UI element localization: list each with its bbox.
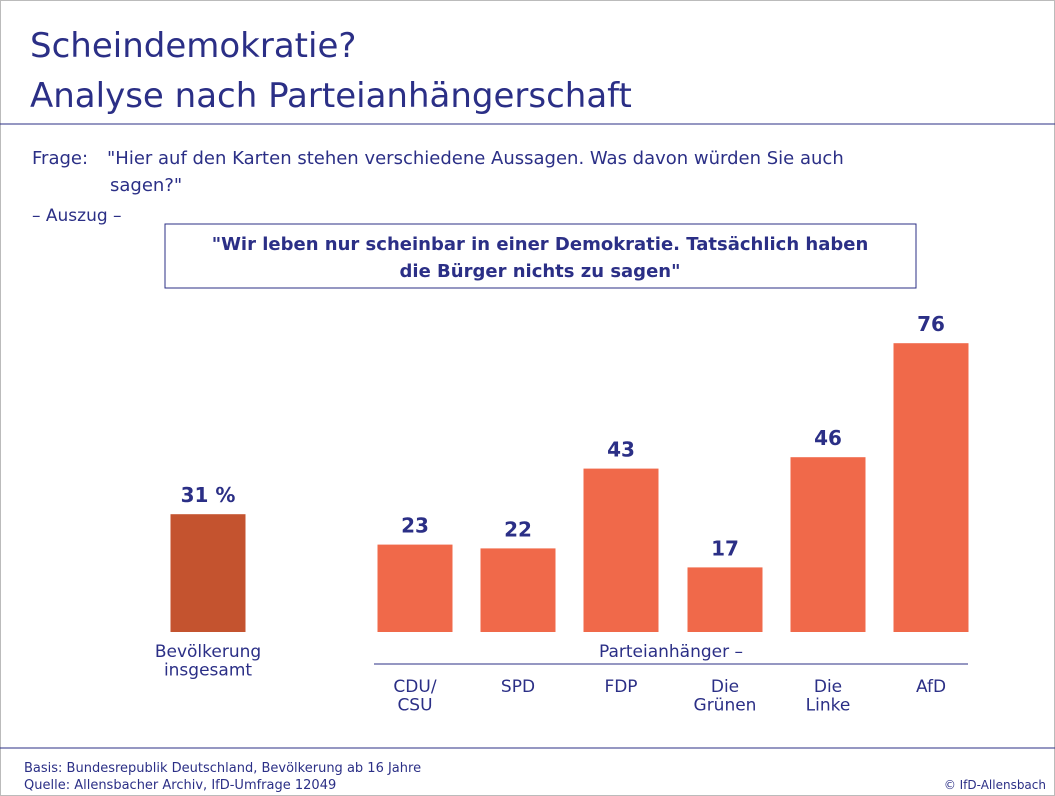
statement-line: "Wir leben nur scheinbar in einer Demokr…: [212, 234, 869, 255]
bar: [790, 457, 866, 632]
value-label: 23: [401, 514, 429, 538]
title-line: Analyse nach Parteianhängerschaft: [30, 76, 632, 116]
bar: [687, 567, 763, 632]
value-label: 31 %: [181, 483, 236, 507]
question-line: sagen?": [110, 175, 182, 196]
statement-box: [164, 223, 917, 289]
group-label: Parteianhänger –: [599, 642, 743, 662]
bar: [893, 343, 969, 632]
value-label: 43: [607, 438, 635, 462]
copyright: © IfD-Allensbach: [944, 778, 1046, 792]
category-label: AfD: [916, 677, 946, 697]
value-label: 46: [814, 426, 842, 450]
category-label: Die Grünen: [694, 677, 757, 716]
value-label: 22: [504, 517, 532, 541]
category-label: FDP: [604, 677, 637, 697]
category-label: CDU/CSU: [393, 677, 436, 716]
bar: [583, 468, 659, 632]
category-label: Bevölkerung insgesamt: [155, 642, 261, 681]
footer-line: Quelle: Allensbacher Archiv, IfD-Umfrage…: [24, 778, 336, 793]
bar: [377, 544, 453, 632]
category-label: Die Linke: [806, 677, 851, 716]
excerpt: – Auszug –: [32, 206, 122, 226]
bar: [170, 514, 246, 632]
category-label: SPD: [501, 677, 535, 697]
statement-line: die Bürger nichts zu sagen": [400, 261, 681, 282]
question-label: Frage:: [32, 148, 88, 169]
value-label: 17: [711, 536, 739, 560]
value-label: 76: [917, 312, 945, 336]
footer-line: Basis: Bundesrepublik Deutschland, Bevöl…: [24, 761, 421, 776]
bar: [480, 548, 556, 632]
title-line: Scheindemokratie?: [30, 26, 356, 66]
question-line: "Hier auf den Karten stehen verschiedene…: [107, 148, 844, 169]
